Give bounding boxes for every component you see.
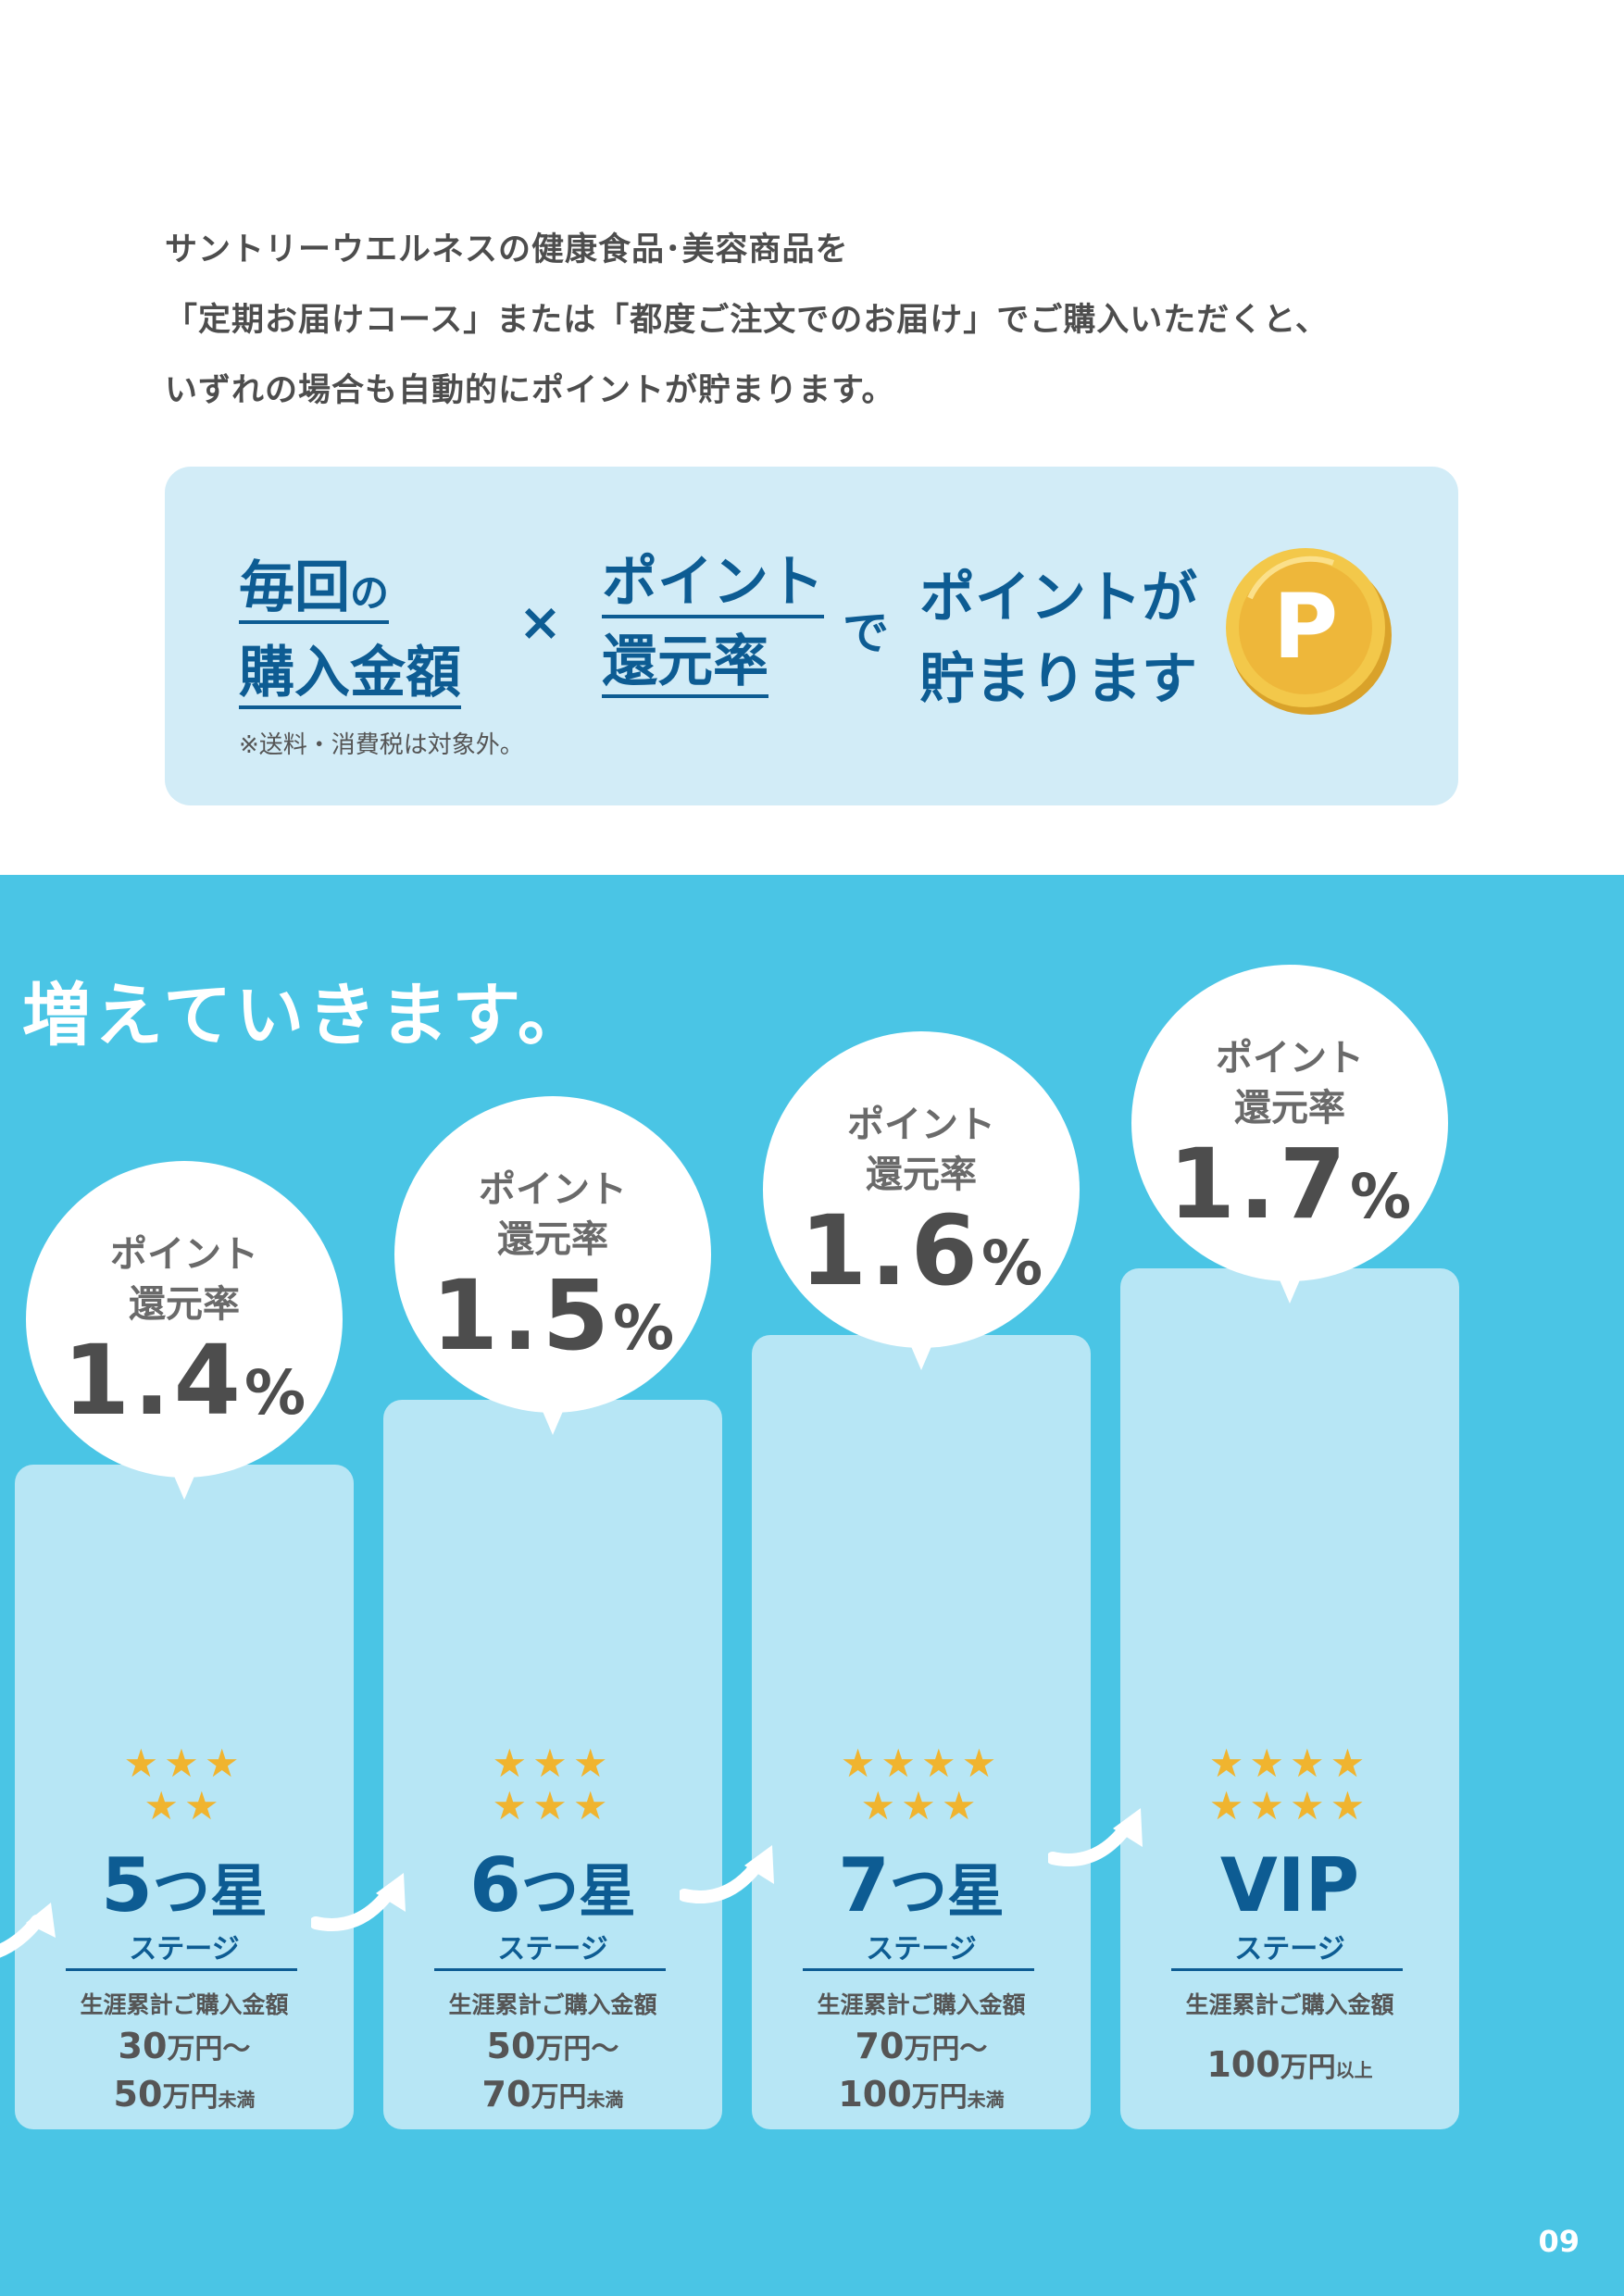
term2-line2: 還元率 (602, 630, 768, 698)
rate-bubble-3: ポイント 還元率 1.6% (763, 1031, 1080, 1370)
intro-line-1: サントリーウエルネスの健康食品･美容商品を (165, 231, 849, 268)
divider (434, 1968, 666, 1971)
result-line2: 貯まります (919, 647, 1197, 712)
amount-label: 生涯累計ご購入金額 (817, 1991, 1026, 2018)
intro-text: サントリーウエルネスの健康食品･美容商品を 「定期お届けコース」または「都度ご注… (165, 215, 1461, 426)
rate-bubble-1: ポイント 還元率 1.4% (26, 1161, 343, 1500)
stage-column-7-star: ★★★★ ★★★ 7つ星 ステージ 生涯累計ご購入金額 70万円～ 100万円未… (752, 1335, 1091, 2129)
stage-column-5-star: ★★★ ★★ 5つ星 ステージ 生涯累計ご購入金額 30万円～ 50万円未満 (15, 1465, 354, 2129)
stage-subtitle: ステージ (1234, 1933, 1345, 1965)
tax-note: ※送料・消費税は対象外。 (239, 731, 524, 759)
formula-result: ポイントが 貯まります (919, 557, 1197, 720)
section-headline: 増えていきます。 (22, 976, 590, 1055)
amount-label: 生涯累計ご購入金額 (80, 1991, 289, 2018)
de-particle: で (843, 606, 889, 660)
term1-line1: 毎回 (239, 555, 350, 620)
amount-range: 70万円～ 100万円未満 (838, 2026, 1005, 2115)
formula-term-return-rate: ポイント 還元率 (602, 543, 824, 702)
divider (1171, 1968, 1403, 1971)
stage-subtitle: ステージ (866, 1933, 977, 1965)
intro-line-3: いずれの場合も自動的にポイントが貯まります。 (165, 372, 895, 409)
stage-subtitle: ステージ (497, 1933, 608, 1965)
stage-title: 6つ星 (469, 1842, 636, 1928)
stage-column-vip: ★★★★ ★★★★ VIP ステージ 生涯累計ご購入金額 100万円以上 (1120, 1268, 1459, 2129)
amount-range: 100万円以上 (1206, 2044, 1373, 2085)
term2-line1: ポイント (602, 550, 824, 618)
divider (803, 1968, 1034, 1971)
result-line1: ポイントが (919, 566, 1197, 630)
stars-icon: ★★★★ ★★★★ (1208, 1741, 1371, 1828)
stage-title: 7つ星 (838, 1842, 1005, 1928)
stars-icon: ★★★★ ★★★ (840, 1741, 1003, 1828)
term1-particle: の (350, 570, 390, 616)
amount-label: 生涯累計ご購入金額 (448, 1991, 657, 2018)
stage-title: 5つ星 (101, 1842, 268, 1928)
rate-value: 1.6% (799, 1194, 1043, 1307)
intro-line-2: 「定期お届けコース」または「都度ご注文でのお届け」でご購入いただくと、 (165, 302, 1329, 339)
rate-bubble-4: ポイント 還元率 1.7% (1131, 965, 1448, 1304)
divider (66, 1968, 297, 1971)
rate-value: 1.7% (1168, 1128, 1412, 1241)
amount-range: 50万円～ 70万円未満 (481, 2026, 624, 2115)
up-arrow-icon (680, 1845, 774, 1903)
coin-letter: P (1273, 575, 1338, 679)
page-number: 09 (1538, 2224, 1580, 2259)
stars-icon: ★★★ ★★ (123, 1741, 245, 1828)
rate-value: 1.5% (431, 1259, 675, 1372)
up-arrow-icon (311, 1873, 406, 1931)
stage-column-6-star: ★★★ ★★★ 6つ星 ステージ 生涯累計ご購入金額 50万円～ 70万円未満 (383, 1400, 722, 2129)
rate-value: 1.4% (62, 1324, 306, 1437)
stage-subtitle: ステージ (129, 1933, 240, 1965)
up-arrow-icon (0, 1903, 56, 1958)
term1-line2: 購入金額 (239, 641, 461, 709)
amount-label: 生涯累計ご購入金額 (1185, 1991, 1394, 2018)
times-sign: × (518, 593, 562, 653)
stages-section: 増えていきます。 ★★★ ★★ 5つ星 ステージ 生涯累計ご購入金額 30万円～… (0, 875, 1624, 2296)
stars-icon: ★★★ ★★★ (492, 1741, 614, 1828)
formula-term-purchase-amount: 毎回の 購入金額 (239, 548, 461, 713)
amount-range: 30万円～ 50万円未満 (113, 2026, 256, 2115)
points-formula-box: 毎回の 購入金額 × ポイント 還元率 で ポイントが 貯まります ※送料・消費… (165, 467, 1458, 805)
up-arrow-icon (1048, 1808, 1143, 1866)
point-coin-icon: P (1226, 548, 1392, 715)
stage-title: VIP (1219, 1842, 1360, 1928)
rate-bubble-2: ポイント 還元率 1.5% (394, 1096, 711, 1435)
